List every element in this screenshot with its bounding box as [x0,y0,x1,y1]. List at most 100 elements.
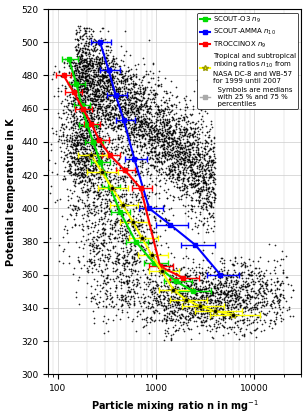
Point [196,285,201,291]
Point [76,79,80,85]
Point [137,118,142,124]
Point [131,139,136,145]
Point [132,242,137,249]
Point [200,205,205,212]
Point [199,294,204,301]
Point [136,105,141,111]
Point [99,220,104,227]
Point [164,279,169,286]
Point [149,252,154,258]
Point [76,52,81,59]
Point [127,289,132,295]
Point [106,77,111,84]
Point [87,58,92,64]
Point [82,74,87,81]
Point [207,308,212,315]
Point [107,231,112,237]
Point [92,189,97,195]
Point [125,76,130,83]
Point [144,115,149,121]
Point [101,78,106,84]
Point [126,161,130,168]
Point [184,286,188,293]
Point [257,309,262,315]
Point [177,148,182,155]
Point [162,180,167,187]
Point [157,129,162,136]
Point [135,108,140,114]
Point [94,41,99,48]
Point [94,189,99,195]
Point [196,150,201,156]
Point [173,120,178,126]
Point [212,297,217,304]
Point [86,48,91,55]
Point [68,143,73,150]
Point [107,197,112,204]
Point [192,295,197,302]
Point [92,180,97,186]
Point [110,86,115,93]
Point [144,102,149,109]
Point [200,291,204,298]
Point [181,152,185,158]
Point [220,274,224,281]
Point [149,304,154,310]
Point [263,283,268,290]
Point [142,86,147,92]
Point [82,139,87,146]
Point [254,275,259,281]
Point [197,160,202,167]
Point [219,308,224,315]
Point [134,97,139,104]
Point [107,161,111,168]
Point [166,300,171,307]
Point [196,152,200,158]
Point [233,294,238,301]
Point [120,186,125,193]
Point [221,311,226,318]
Point [100,272,105,279]
Point [70,120,75,127]
Point [96,131,101,138]
Point [258,281,263,288]
Point [80,87,85,94]
Point [206,185,211,192]
Point [114,152,119,159]
Point [129,116,134,122]
Point [176,118,181,125]
Point [89,71,94,78]
Point [65,138,70,144]
Point [68,138,73,144]
Point [260,299,265,305]
Point [177,160,182,166]
Point [162,288,167,295]
Point [102,239,107,246]
Point [72,71,76,77]
Point [114,255,119,261]
Point [92,72,97,79]
Point [103,94,108,100]
Point [196,193,201,200]
Point [119,302,124,308]
Point [211,203,216,210]
Point [167,119,172,126]
Point [183,156,188,163]
Point [179,149,184,156]
Point [135,143,140,150]
Point [102,85,107,92]
Point [231,261,235,268]
Point [204,286,209,292]
Point [165,217,170,223]
Point [104,87,109,94]
Point [98,134,103,140]
Point [139,118,144,125]
Point [124,200,129,207]
Point [81,211,86,218]
Point [120,78,125,84]
Point [79,122,84,129]
Point [171,299,176,305]
Point [210,333,215,340]
Point [253,304,258,311]
Point [277,306,282,313]
